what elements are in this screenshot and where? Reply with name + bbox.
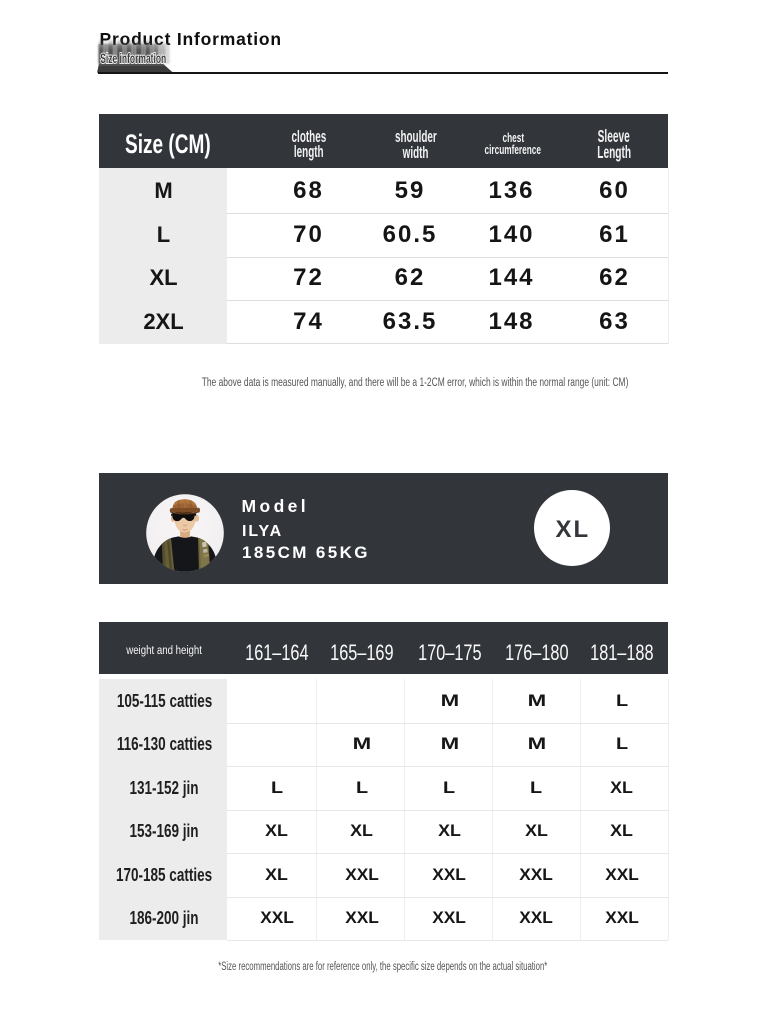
svg-text:Size information: Size information [100,52,166,66]
